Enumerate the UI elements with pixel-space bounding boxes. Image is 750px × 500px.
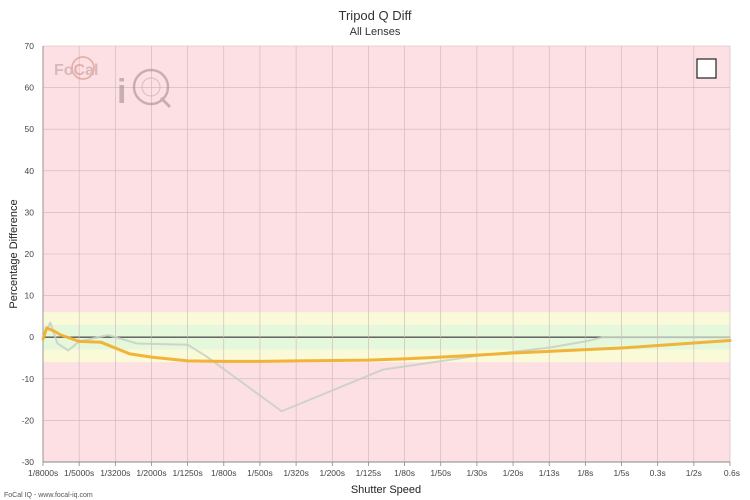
chart-title: Tripod Q Diff [339,8,412,23]
svg-text:FoCal: FoCal [54,62,98,79]
x-tick-label: 1/125s [356,468,382,478]
series-lines [41,321,732,413]
x-tick-label: 1/8s [577,468,593,478]
x-tick-label: 1/200s [319,468,345,478]
x-tick-label: 1/80s [394,468,415,478]
y-axis-title: Percentage Difference [8,199,20,308]
x-tick-label: 1/1250s [173,468,203,478]
x-tick-label: 1/30s [466,468,487,478]
y-tick-label: 60 [25,83,35,93]
x-tick-label: 1/3200s [100,468,130,478]
logo-text-i: i [117,73,126,111]
logo-text-c: C [74,62,86,79]
x-tick-label: 0.6s [724,468,740,478]
x-tick-label: 1/13s [539,468,560,478]
y-tick-label: 0 [29,332,34,342]
y-tick-label: 70 [25,41,35,51]
x-tick-label: 0.3s [650,468,666,478]
y-tick-label: -30 [22,457,35,467]
x-tick-label: 1/2s [686,468,702,478]
logo-target-icon [141,77,161,97]
x-tick-label: 1/500s [247,468,273,478]
logo-text-al: al [85,62,98,79]
logo-q-icon [132,68,170,106]
series-line-primary [41,326,732,363]
y-tick-label: 20 [25,249,35,259]
y-tick-label: 10 [25,291,35,301]
y-tick-label: -20 [22,415,35,425]
grid-lines [42,45,731,466]
legend-toggle-checkbox[interactable] [696,58,717,79]
footer-credit: FoCal IQ - www.focal-iq.com [4,492,93,499]
chart-subtitle: All Lenses [350,26,401,38]
x-tick-label: 1/5000s [64,468,94,478]
y-tick-label: 30 [25,207,35,217]
x-axis-title: Shutter Speed [351,484,421,496]
focal-iq-logo: FoCal i Q [54,56,172,111]
series-line-secondary [42,321,731,413]
y-tick-label: 50 [25,124,35,134]
x-tick-label: 1/20s [503,468,524,478]
x-tick-label: 1/800s [211,468,237,478]
y-tick-labels: 70 60 50 40 30 20 10 0 -10 -20 -30 [22,41,35,467]
x-tick-label: 1/2000s [136,468,166,478]
x-tick-label: 1/320s [283,468,309,478]
y-tick-label: 40 [25,166,35,176]
logo-text-fo: Fo [54,62,74,79]
x-tick-label: 1/50s [430,468,451,478]
y-tick-label: -10 [22,374,35,384]
x-tick-label: 1/8000s [28,468,58,478]
x-tick-labels: 1/8000s 1/5000s 1/3200s 1/2000s 1/1250s 1/800… [28,468,740,478]
logo-ring-icon [71,56,95,80]
x-tick-label: 1/5s [613,468,629,478]
